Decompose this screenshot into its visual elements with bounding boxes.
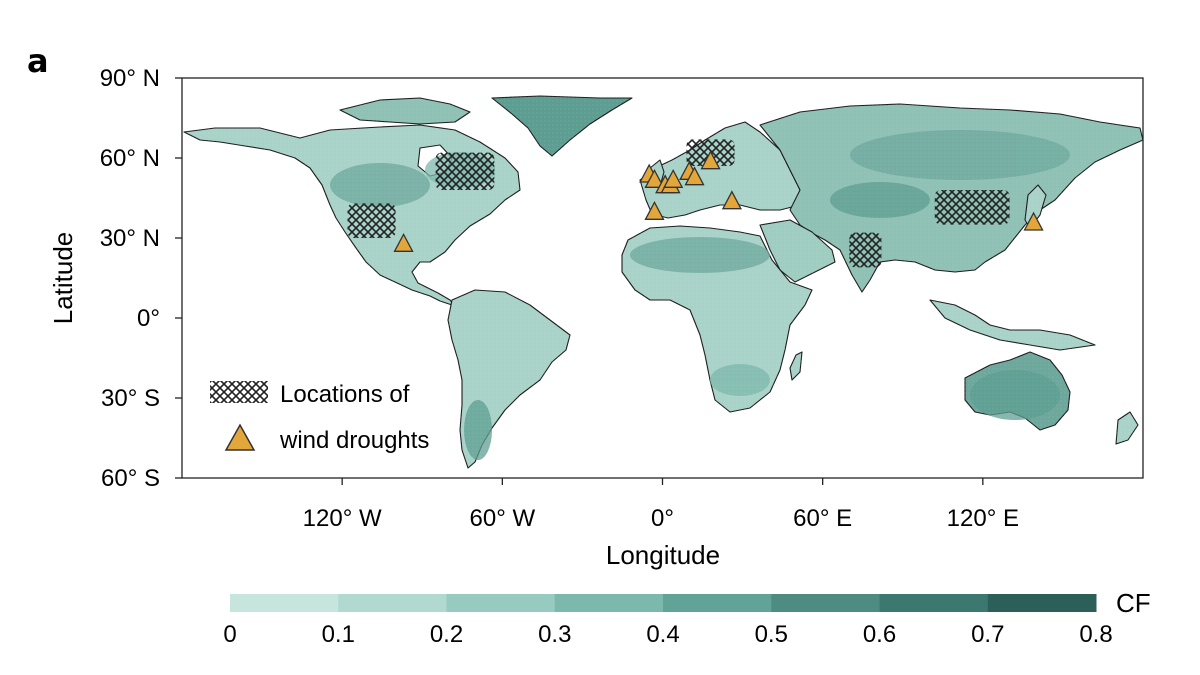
drought-regions xyxy=(347,139,1010,268)
lon-tick-label: 120° W xyxy=(303,505,382,532)
drought-site-marker xyxy=(700,150,721,170)
lat-tick-label: 60° S xyxy=(101,465,160,492)
drought-site-marker xyxy=(1023,211,1044,231)
legend-triangle-label: wind droughts xyxy=(279,427,429,454)
colorbar-tick-label: 0.6 xyxy=(863,621,896,648)
drought-region xyxy=(347,203,396,238)
longitude-axis: 120° W 60° W 0° 60° E 120° E xyxy=(303,478,1019,532)
panel-label: a xyxy=(27,42,49,80)
drought-site-marker xyxy=(663,168,684,188)
colorbar-segment xyxy=(338,594,447,612)
hatch-swatch xyxy=(210,381,268,403)
drought-region xyxy=(435,152,495,190)
lon-tick-label: 60° W xyxy=(470,505,536,532)
lon-tick-label: 60° E xyxy=(793,505,852,532)
drought-site-marker xyxy=(721,190,742,210)
colorbar-tick-label: 0.1 xyxy=(322,621,355,648)
map-legend: Locations of wind droughts xyxy=(210,381,429,454)
triangle-swatch xyxy=(224,423,256,451)
drought-site-marker xyxy=(644,168,665,188)
colorbar-label: CF xyxy=(1116,588,1151,618)
drought-sites xyxy=(393,150,1044,252)
colorbar-segment xyxy=(771,594,880,612)
lat-tick-label: 90° N xyxy=(100,65,160,92)
colorbar-segment xyxy=(446,594,556,612)
x-axis-title: Longitude xyxy=(606,540,720,570)
lon-tick-label: 0° xyxy=(651,505,674,532)
colorbar-tick-label: 0 xyxy=(223,621,236,648)
drought-site-marker xyxy=(684,166,705,186)
latitude-axis: 90° N 60° N 30° N 0° 30° S 60° S xyxy=(100,65,182,492)
y-axis-title: Latitude xyxy=(48,232,78,325)
colorbar-tick-label: 0.3 xyxy=(538,621,571,648)
colorbar-tick-label: 0.4 xyxy=(646,621,679,648)
map-texture xyxy=(182,78,1143,478)
colorbar-segment xyxy=(987,594,1097,612)
lat-tick-label: 30° N xyxy=(100,225,160,252)
colorbar-tick-label: 0.2 xyxy=(430,621,463,648)
lat-tick-label: 0° xyxy=(137,305,160,332)
world-map xyxy=(182,78,1143,478)
colorbar-tick-label: 0.7 xyxy=(971,621,1004,648)
lon-tick-label: 120° E xyxy=(947,505,1019,532)
colorbar-tick-label: 0.8 xyxy=(1079,621,1112,648)
drought-region xyxy=(849,232,882,268)
lat-tick-label: 30° S xyxy=(101,385,160,412)
drought-site-marker xyxy=(393,232,414,252)
legend-hatch-label: Locations of xyxy=(280,381,410,408)
colorbar-tick-label: 0.5 xyxy=(755,621,788,648)
drought-region xyxy=(934,190,1010,225)
colorbar-segment xyxy=(879,594,989,612)
lat-tick-label: 60° N xyxy=(100,145,160,172)
colorbar-segment xyxy=(663,594,772,612)
drought-site-marker xyxy=(644,200,665,220)
colorbar-segment xyxy=(554,594,664,612)
colorbar-segment xyxy=(230,594,339,612)
colorbar: 0 0.1 0.2 0.3 0.4 0.5 0.6 0.7 0.8 xyxy=(223,594,1113,648)
